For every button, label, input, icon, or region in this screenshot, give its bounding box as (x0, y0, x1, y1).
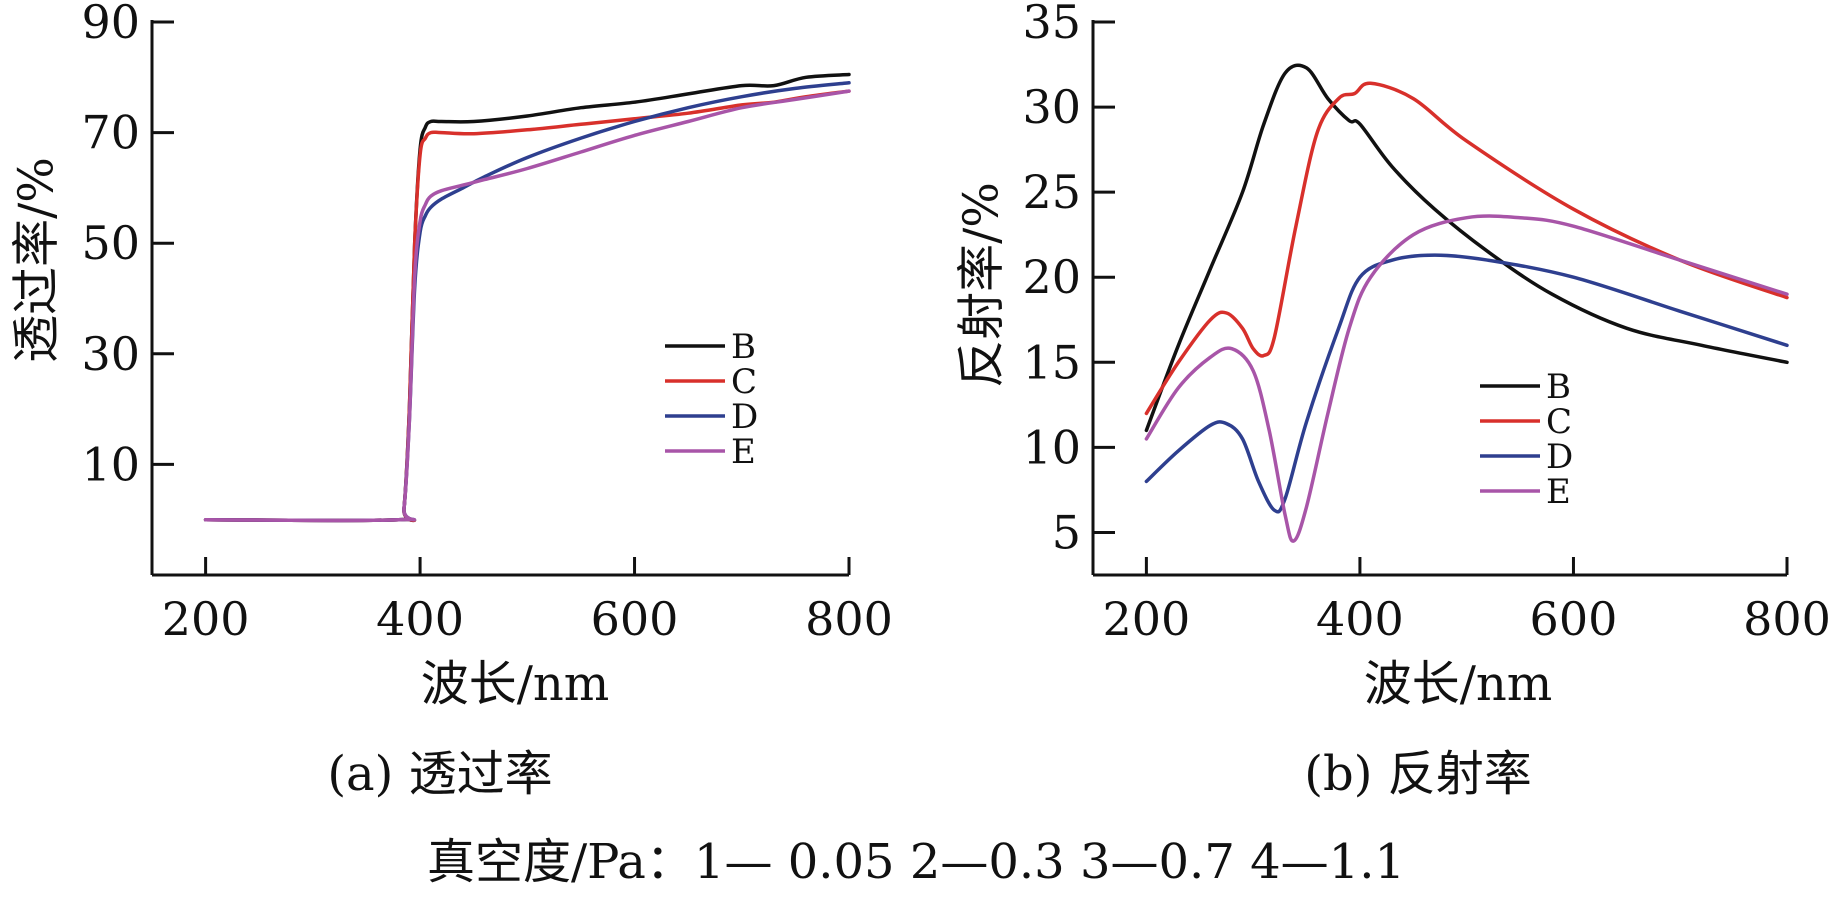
y-tick-label: 15 (1022, 335, 1081, 389)
series-line-e (1144, 214, 1789, 543)
y-tick-label: 10 (81, 437, 140, 491)
y-tick-label: 25 (1022, 165, 1081, 219)
x-tick-label: 400 (376, 592, 464, 646)
x-tick-label: 800 (1743, 592, 1831, 646)
y-tick-label: 20 (1022, 250, 1081, 304)
x-tick-label: 800 (805, 592, 893, 646)
y-tick-label: 50 (81, 216, 140, 270)
series-line-d (1144, 253, 1789, 514)
chart-panel-b: 5 10 15 20 25 30 35 200 400 600 800 波长/nm 反射率/% (b) 反… (954, 0, 1831, 802)
legend-label-b: B (731, 327, 756, 367)
y-axis-title: 反射率/% (954, 182, 1010, 388)
x-tick-label: 200 (162, 592, 250, 646)
legend-label-d: D (1546, 437, 1573, 477)
series-line-c (1144, 81, 1789, 416)
x-tick-label: 200 (1102, 592, 1190, 646)
panel-caption: (a) 透过率 (327, 746, 552, 802)
y-tick-label: 35 (1022, 0, 1081, 49)
x-tick-label: 600 (1530, 592, 1618, 646)
y-tick-label: 90 (81, 0, 140, 49)
series-line-e (203, 89, 851, 523)
y-axis-title: 透过率/% (9, 157, 65, 363)
legend-label-b: B (1546, 367, 1571, 407)
x-tick-label: 400 (1316, 592, 1404, 646)
x-axis-title: 波长/nm (1364, 656, 1553, 712)
y-tick-label: 70 (81, 106, 140, 160)
x-tick-label: 600 (591, 592, 679, 646)
y-tick-label: 30 (81, 327, 140, 381)
series-line-b (1144, 63, 1789, 433)
legend-label-c: C (1546, 402, 1572, 442)
y-tick-label: 5 (1052, 505, 1081, 559)
legend-label-e: E (1546, 472, 1571, 512)
footer-note: 真空度/Pa：1— 0.05 2—0.3 3—0.7 4—1.1 (427, 834, 1405, 890)
x-axis-title: 波长/nm (421, 656, 610, 712)
y-tick-label: 30 (1022, 80, 1081, 134)
legend-label-e: E (731, 432, 756, 472)
legend-label-d: D (731, 397, 758, 437)
legend-label-c: C (731, 362, 757, 402)
y-tick-label: 10 (1022, 420, 1081, 474)
chart-panel-a: 10 30 50 70 90 200 400 600 800 波长/nm 透过率/% (a) 透过率 B… (9, 0, 893, 802)
panel-caption: (b) 反射率 (1304, 746, 1531, 802)
